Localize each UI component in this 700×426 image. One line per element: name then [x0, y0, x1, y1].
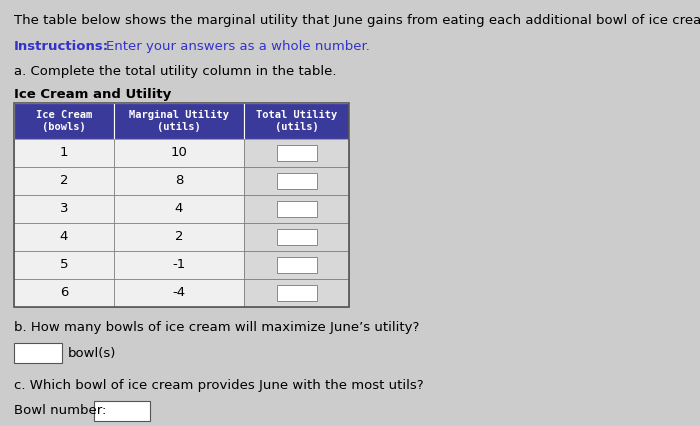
Text: 8: 8	[175, 175, 183, 187]
Bar	[14, 103, 114, 139]
Bar	[114, 279, 244, 307]
Bar	[94, 401, 150, 421]
Text: c. Which bowl of ice cream provides June with the most utils?: c. Which bowl of ice cream provides June…	[14, 379, 424, 392]
Bar	[276, 229, 316, 245]
Bar	[14, 167, 114, 195]
Bar	[114, 251, 244, 279]
Bar	[114, 139, 244, 167]
Text: 4: 4	[60, 230, 68, 244]
Bar	[114, 223, 244, 251]
Bar	[14, 195, 114, 223]
Bar	[14, 343, 62, 363]
Text: -4: -4	[172, 287, 186, 299]
Bar	[244, 103, 349, 139]
Text: Enter your answers as a whole number.: Enter your answers as a whole number.	[106, 40, 370, 53]
Bar	[276, 145, 316, 161]
Text: -1: -1	[172, 259, 186, 271]
Bar	[114, 167, 244, 195]
Bar	[276, 285, 316, 301]
Text: bowl(s): bowl(s)	[68, 346, 116, 360]
Bar	[276, 173, 316, 189]
Bar	[244, 195, 349, 223]
Bar	[244, 279, 349, 307]
Bar	[14, 223, 114, 251]
Text: 3: 3	[60, 202, 69, 216]
Text: Total Utility
(utils): Total Utility (utils)	[256, 110, 337, 132]
Text: 6: 6	[60, 287, 68, 299]
Bar	[14, 139, 114, 167]
Bar	[114, 103, 244, 139]
Bar	[14, 251, 114, 279]
Bar	[276, 257, 316, 273]
Text: 5: 5	[60, 259, 69, 271]
Bar	[114, 195, 244, 223]
Text: 1: 1	[60, 147, 69, 159]
Bar	[244, 167, 349, 195]
Bar	[244, 251, 349, 279]
Text: 2: 2	[60, 175, 69, 187]
Bar	[276, 201, 316, 217]
Text: 2: 2	[175, 230, 183, 244]
Text: Ice Cream and Utility: Ice Cream and Utility	[14, 88, 172, 101]
Text: Ice Cream
(bowls): Ice Cream (bowls)	[36, 110, 92, 132]
Text: The table below shows the marginal utility that June gains from eating each addi: The table below shows the marginal utili…	[14, 14, 700, 27]
Text: Bowl number:: Bowl number:	[14, 405, 106, 417]
Text: 4: 4	[175, 202, 183, 216]
Bar	[244, 223, 349, 251]
Text: Instructions:: Instructions:	[14, 40, 109, 53]
Bar	[14, 279, 114, 307]
Bar	[244, 139, 349, 167]
Text: a. Complete the total utility column in the table.: a. Complete the total utility column in …	[14, 65, 337, 78]
Text: 10: 10	[171, 147, 188, 159]
Bar	[14, 103, 349, 307]
Text: Marginal Utility
(utils): Marginal Utility (utils)	[129, 110, 229, 132]
Text: b. How many bowls of ice cream will maximize June’s utility?: b. How many bowls of ice cream will maxi…	[14, 321, 419, 334]
